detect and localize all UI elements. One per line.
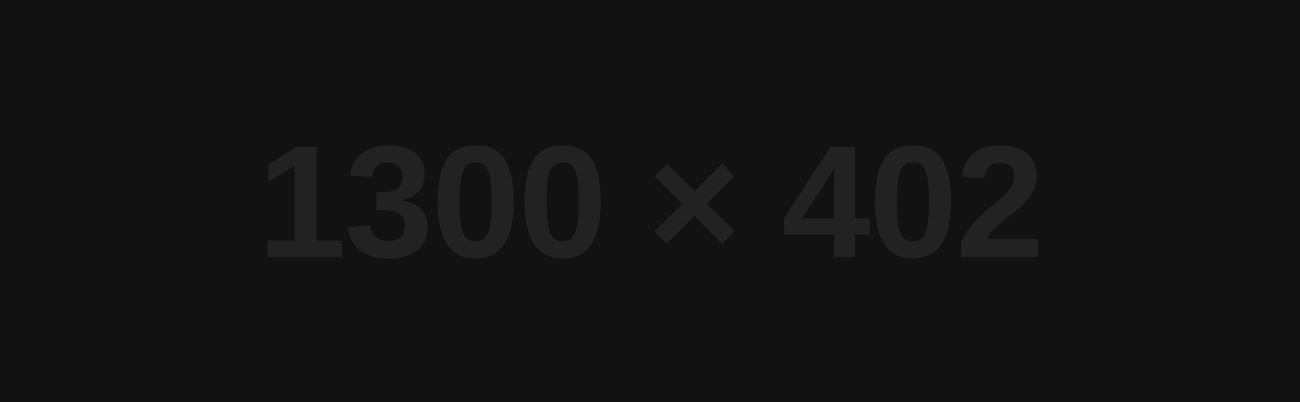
placeholder-dimensions-label: 1300 × 402 (257, 112, 1044, 291)
